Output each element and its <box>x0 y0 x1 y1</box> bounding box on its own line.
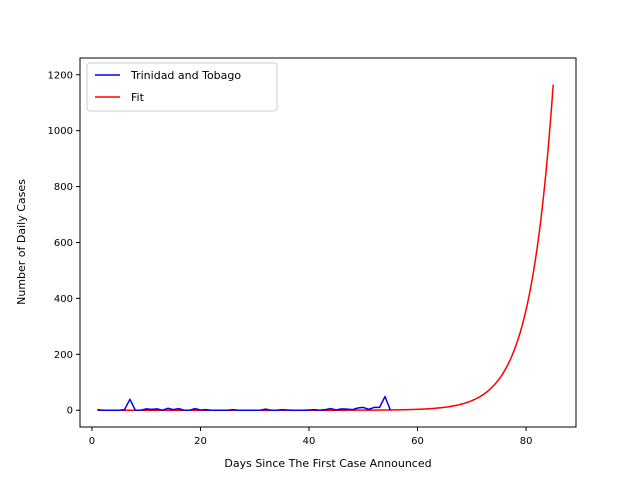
y-tick-label: 200 <box>54 350 73 361</box>
x-tick-label: 40 <box>303 436 316 447</box>
y-tick-label: 600 <box>54 238 73 249</box>
series-layer <box>97 84 554 411</box>
legend-label-trinidad: Trinidad and Tobago <box>130 69 241 82</box>
legend-box <box>86 62 278 112</box>
plot-area <box>80 58 576 427</box>
y-axis: 0 200 400 600 800 1000 1200 <box>48 70 80 417</box>
y-tick-label: 1000 <box>48 126 73 137</box>
x-tick-label: 0 <box>89 436 95 447</box>
y-tick-label: 800 <box>54 182 73 193</box>
x-axis-label: Days Since The First Case Announced <box>224 457 431 470</box>
y-tick-label: 400 <box>54 294 73 305</box>
legend: Trinidad and Tobago Fit <box>86 62 278 112</box>
legend-label-fit: Fit <box>131 91 145 104</box>
x-tick-label: 80 <box>520 436 533 447</box>
x-axis: 0 20 40 60 80 <box>89 427 533 447</box>
y-axis-label: Number of Daily Cases <box>15 179 28 305</box>
x-tick-label: 60 <box>411 436 424 447</box>
x-tick-label: 20 <box>194 436 207 447</box>
y-tick-label: 0 <box>67 406 73 417</box>
y-tick-label: 1200 <box>48 70 73 81</box>
series-line-trinidad-and-tobago <box>97 395 392 411</box>
